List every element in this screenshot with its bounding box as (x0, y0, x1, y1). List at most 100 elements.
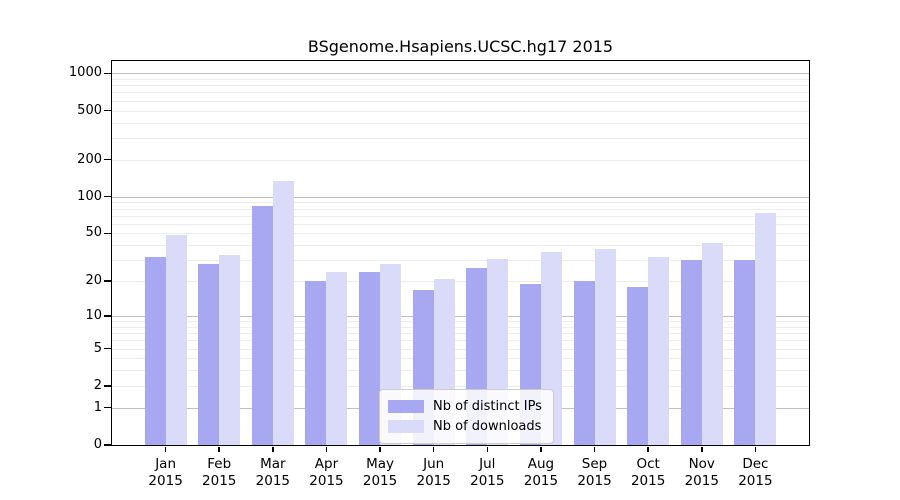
x-tick-month: Feb (207, 456, 232, 472)
minor-gridline (112, 208, 809, 210)
legend-label-downloads: Nb of downloads (433, 418, 542, 434)
x-tick-year: 2015 (738, 473, 773, 489)
x-tick-label: Apr 2015 (284, 456, 368, 490)
y-tick-label: 200 (77, 151, 102, 167)
x-tick-year: 2015 (470, 473, 505, 489)
bar-distinct-ips-dec (734, 260, 756, 445)
bar-distinct-ips-nov (680, 260, 702, 445)
x-tick-year: 2015 (148, 473, 183, 489)
x-tick-year: 2015 (630, 473, 666, 489)
x-tick-month: Nov (688, 456, 715, 472)
x-tick-label: Jul 2015 (445, 456, 529, 490)
minor-gridline (112, 85, 809, 87)
x-tick-label: May 2015 (338, 456, 422, 490)
bar-distinct-ips-oct (627, 286, 649, 445)
x-tick-month: Sep (581, 456, 608, 472)
x-tick-year: 2015 (577, 473, 612, 489)
bar-downloads-jan (165, 234, 187, 445)
minor-gridline (112, 233, 809, 235)
major-gridline (112, 196, 809, 198)
x-tick-mark (486, 447, 489, 452)
x-tick-mark (379, 447, 381, 452)
x-tick-year: 2015 (523, 473, 559, 489)
minor-gridline (112, 385, 809, 387)
minor-gridline (112, 245, 809, 247)
x-tick-year: 2015 (309, 473, 344, 489)
minor-gridline (112, 215, 809, 217)
x-tick-label: Jan 2015 (124, 456, 208, 490)
x-tick-mark (218, 447, 220, 452)
minor-gridline (112, 358, 809, 360)
x-tick-year: 2015 (684, 473, 719, 489)
legend-item-downloads: Nb of downloads (388, 416, 542, 436)
y-tick-mark (104, 72, 112, 75)
minor-gridline (112, 92, 809, 94)
y-tick-label: 50 (85, 225, 102, 241)
minor-gridline (112, 281, 809, 283)
minor-gridline (112, 333, 809, 335)
bar-downloads-nov (701, 242, 723, 445)
y-tick-mark (104, 444, 112, 446)
x-tick-mark (754, 447, 757, 452)
minor-gridline (112, 260, 809, 262)
x-tick-mark (272, 447, 274, 452)
y-tick-mark (104, 109, 112, 112)
y-tick-mark (104, 385, 112, 387)
x-tick-month: May (366, 456, 395, 472)
y-tick-mark (104, 280, 112, 282)
minor-gridline (112, 159, 809, 161)
minor-gridline (112, 202, 809, 204)
x-tick-label: Dec 2015 (713, 456, 797, 490)
bar-downloads-feb (219, 255, 241, 445)
y-tick-label: 1000 (68, 65, 102, 81)
legend-swatch-downloads-icon (388, 419, 424, 433)
x-tick-year: 2015 (362, 473, 398, 489)
y-tick-mark (104, 406, 112, 409)
y-tick-label: 1 (93, 399, 102, 415)
y-tick-label: 5 (93, 340, 102, 356)
x-tick-year: 2015 (202, 473, 237, 489)
bar-distinct-ips-apr (305, 281, 327, 445)
x-tick-year: 2015 (416, 473, 451, 489)
bar-distinct-ips-jan (144, 256, 166, 445)
bar-downloads-sep (594, 249, 616, 445)
y-tick-label: 0 (93, 437, 102, 452)
x-tick-label: Mar 2015 (231, 456, 315, 490)
minor-gridline (112, 223, 809, 225)
x-tick-label: Sep 2015 (553, 456, 637, 490)
y-tick-label: 10 (85, 308, 102, 323)
bar-distinct-ips-sep (573, 281, 595, 445)
bar-distinct-ips-feb (198, 263, 220, 445)
x-tick-year: 2015 (255, 473, 291, 489)
x-tick-month: Jan (155, 456, 177, 472)
x-tick-mark (701, 447, 703, 452)
minor-gridline (112, 137, 809, 139)
x-tick-label: Nov 2015 (660, 456, 744, 490)
bar-downloads-dec (755, 212, 777, 445)
x-tick-month: Jun (423, 456, 445, 472)
y-tick-label: 100 (77, 188, 102, 204)
x-tick-month: Aug (527, 456, 555, 472)
x-tick-month: Apr (314, 456, 339, 472)
x-tick-label: Aug 2015 (499, 456, 583, 490)
y-tick-mark (104, 158, 112, 161)
plot-area: Nb of distinct IPs Nb of downloads (111, 60, 810, 446)
x-tick-month: Mar (260, 456, 286, 472)
y-tick-label: 500 (77, 102, 102, 118)
x-tick-month: Jul (479, 456, 496, 472)
bar-downloads-mar (272, 181, 294, 445)
bar-distinct-ips-may (359, 271, 381, 445)
legend-swatch-distinct-ips-icon (388, 399, 424, 413)
x-tick-label: Jun 2015 (392, 456, 476, 490)
y-tick-mark (104, 347, 112, 350)
chart-title: BSgenome.Hsapiens.UCSC.hg17 2015 (307, 37, 614, 56)
major-gridline (112, 73, 809, 75)
minor-gridline (112, 122, 809, 124)
minor-gridline (112, 348, 809, 350)
minor-gridline (112, 100, 809, 102)
minor-gridline (112, 110, 809, 112)
bar-distinct-ips-mar (251, 206, 273, 445)
minor-gridline (112, 78, 809, 80)
y-tick-mark (104, 315, 112, 317)
